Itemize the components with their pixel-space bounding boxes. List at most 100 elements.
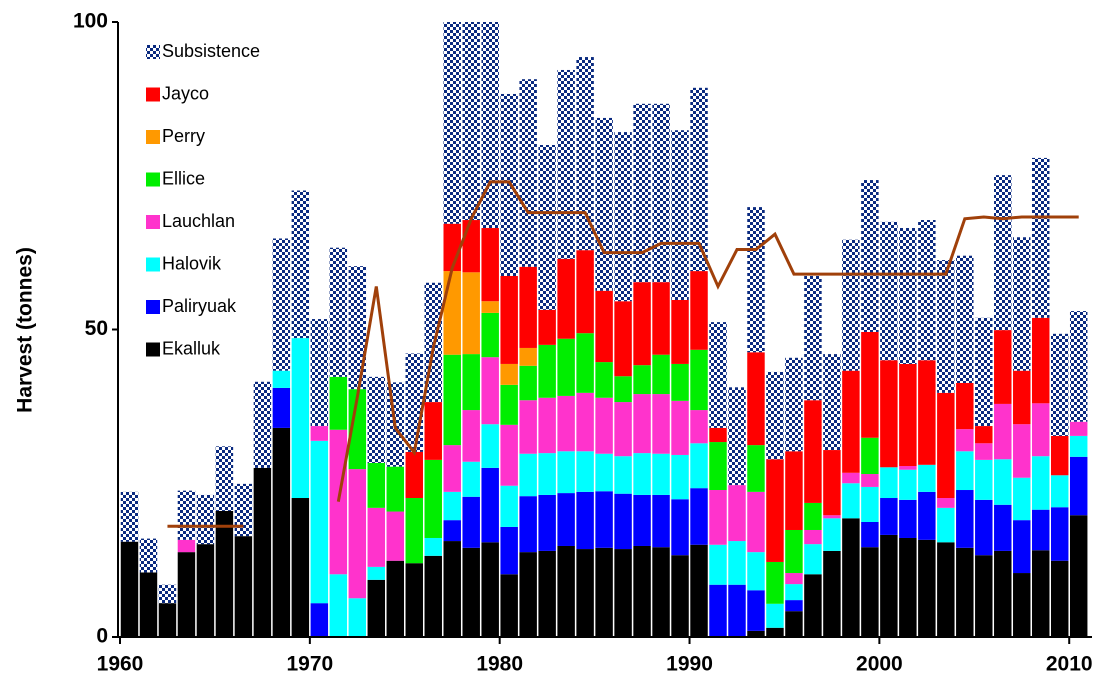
bar-segment xyxy=(519,266,537,348)
bar-segment xyxy=(861,474,879,487)
bar-segment xyxy=(633,103,651,283)
bar-segment xyxy=(386,511,405,561)
line-series xyxy=(167,180,1079,528)
bar-segment xyxy=(576,57,594,251)
bar-segment xyxy=(899,466,917,470)
bar-segment xyxy=(310,603,329,637)
bar-segment xyxy=(234,483,253,537)
bar-segment xyxy=(804,544,822,575)
bar-segment xyxy=(785,451,803,530)
bar-segment xyxy=(291,498,310,637)
bar-segment xyxy=(405,353,423,452)
y-axis-label: Harvest (tonnes) xyxy=(14,247,37,413)
bar-segment xyxy=(804,400,822,503)
bar-segment xyxy=(956,451,974,491)
bar-segment xyxy=(899,469,917,500)
bar-segment xyxy=(861,180,879,332)
bar-segment xyxy=(1032,456,1050,510)
bar-segment xyxy=(576,392,594,452)
bar-segment xyxy=(766,371,784,460)
bar-segment xyxy=(291,190,310,339)
bar-segment xyxy=(443,445,461,492)
bar-segment xyxy=(329,429,348,575)
bar-segment xyxy=(1050,507,1069,561)
bar-segment xyxy=(918,360,936,465)
bar-segment xyxy=(538,494,556,551)
bar-segment xyxy=(975,499,993,556)
bar-segment xyxy=(899,537,917,637)
bar-segment xyxy=(576,549,594,637)
bar-segment xyxy=(785,357,803,452)
bar-segment xyxy=(1069,421,1088,436)
bar-segment xyxy=(937,392,955,499)
bar-segment xyxy=(671,130,689,300)
bar-segment xyxy=(709,442,727,491)
bar-segment xyxy=(519,496,537,553)
bar-segment xyxy=(766,459,784,562)
bar-segment xyxy=(880,467,898,499)
bar-segment xyxy=(671,499,689,556)
bar-segment xyxy=(1013,237,1031,371)
x-tick-label: 1990 xyxy=(666,653,713,676)
y-tick-label: 0 xyxy=(96,625,108,648)
bar-segment xyxy=(842,472,860,484)
bar-segment xyxy=(158,603,177,637)
legend-label: Jayco xyxy=(162,83,209,103)
bar-segment xyxy=(766,603,784,628)
bar-segment xyxy=(120,541,139,637)
bar-segment xyxy=(519,453,537,497)
bar-segment xyxy=(918,539,936,637)
bar-segment xyxy=(918,464,936,492)
x-tick-label: 2010 xyxy=(1046,653,1093,676)
bar-segment xyxy=(272,370,291,388)
bar-segment xyxy=(690,443,708,489)
bar-segment xyxy=(348,469,367,599)
legend-label: Lauchlan xyxy=(162,211,235,231)
bar-segment xyxy=(861,547,879,637)
bar-segment xyxy=(728,387,746,486)
bar-segment xyxy=(519,400,537,454)
bar-segment xyxy=(652,547,670,637)
bar-segment xyxy=(443,541,461,637)
legend-label: Perry xyxy=(162,126,205,146)
bar-segment xyxy=(652,103,670,283)
bar-segment xyxy=(519,552,537,637)
bar-segment xyxy=(823,518,841,551)
bar-segment xyxy=(557,493,575,546)
bar-segment xyxy=(652,354,670,395)
y-tick-label: 100 xyxy=(73,10,108,33)
bar-segment xyxy=(747,491,765,553)
x-tick-label: 1980 xyxy=(476,653,523,676)
bar-segment xyxy=(766,561,784,604)
bar-segment xyxy=(918,220,936,361)
bar-segment xyxy=(557,338,575,396)
bar-segment xyxy=(1013,573,1031,637)
legend-swatch xyxy=(146,215,160,229)
bar-segment xyxy=(709,322,727,428)
bar-segment xyxy=(937,542,955,637)
bar-segment xyxy=(633,545,651,637)
bar-segment xyxy=(804,502,822,530)
bar-segment xyxy=(956,255,974,384)
bar-segment xyxy=(500,363,518,385)
bar-segment xyxy=(576,250,594,334)
bar-segment xyxy=(823,550,841,637)
bar-segment xyxy=(557,395,575,452)
bar-segment xyxy=(557,451,575,494)
bar-segment xyxy=(709,584,727,637)
bar-segment xyxy=(880,221,898,361)
bar-segment xyxy=(975,443,993,460)
bar-segment xyxy=(481,22,499,229)
bar-segment xyxy=(481,424,499,468)
bar-segment xyxy=(443,354,461,446)
bar-segment xyxy=(538,145,556,310)
bar-segment xyxy=(234,536,253,637)
bar-segment xyxy=(785,584,803,601)
bar-segment xyxy=(994,330,1012,404)
bar-segment xyxy=(633,453,651,495)
bar-segment xyxy=(785,529,803,574)
bar-segment xyxy=(690,271,708,350)
bar-segment xyxy=(652,453,670,495)
bar-segment xyxy=(994,550,1012,637)
bar-segment xyxy=(975,317,993,427)
